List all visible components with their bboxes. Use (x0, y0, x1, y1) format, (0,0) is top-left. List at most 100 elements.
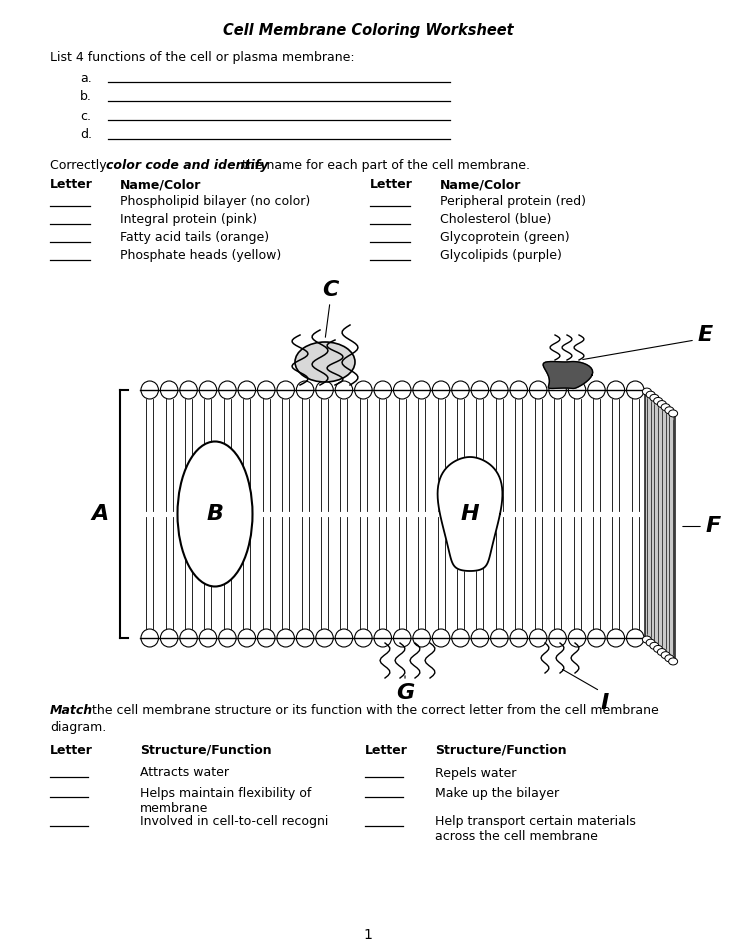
Text: c.: c. (80, 109, 91, 123)
Text: Name/Color: Name/Color (440, 179, 521, 191)
Ellipse shape (510, 629, 528, 647)
Ellipse shape (654, 397, 662, 405)
Ellipse shape (394, 381, 411, 399)
Text: Peripheral protein (red): Peripheral protein (red) (440, 195, 586, 208)
Text: 1: 1 (364, 928, 372, 942)
Ellipse shape (277, 629, 294, 647)
Text: Attracts water: Attracts water (140, 766, 229, 780)
Text: Repels water: Repels water (435, 766, 517, 780)
Text: Letter: Letter (50, 179, 93, 191)
Ellipse shape (491, 629, 508, 647)
Text: E: E (698, 325, 712, 345)
Ellipse shape (607, 629, 625, 647)
Ellipse shape (529, 381, 547, 399)
Ellipse shape (588, 629, 605, 647)
Text: Helps maintain flexibility of: Helps maintain flexibility of (140, 786, 311, 800)
Text: Cholesterol (blue): Cholesterol (blue) (440, 213, 551, 227)
Ellipse shape (588, 381, 605, 399)
Ellipse shape (650, 643, 659, 649)
Ellipse shape (160, 381, 178, 399)
Ellipse shape (374, 381, 392, 399)
Text: G: G (396, 683, 414, 703)
Ellipse shape (626, 629, 644, 647)
Ellipse shape (471, 629, 489, 647)
Text: Letter: Letter (50, 744, 93, 757)
Text: Structure/Function: Structure/Function (435, 744, 567, 757)
Text: Phosphate heads (yellow): Phosphate heads (yellow) (120, 249, 281, 263)
Text: A: A (91, 504, 109, 524)
Text: the cell membrane structure or its function with the correct letter from the cel: the cell membrane structure or its funct… (88, 704, 659, 717)
Ellipse shape (568, 381, 586, 399)
Ellipse shape (432, 381, 450, 399)
Ellipse shape (568, 629, 586, 647)
Ellipse shape (529, 629, 547, 647)
Text: d.: d. (80, 129, 92, 142)
Ellipse shape (277, 381, 294, 399)
Ellipse shape (141, 629, 158, 647)
Ellipse shape (643, 388, 651, 395)
Polygon shape (543, 362, 592, 388)
Ellipse shape (452, 381, 470, 399)
Ellipse shape (238, 381, 255, 399)
Ellipse shape (199, 381, 216, 399)
Ellipse shape (177, 442, 252, 586)
Text: Cell Membrane Coloring Worksheet: Cell Membrane Coloring Worksheet (223, 23, 513, 37)
Ellipse shape (668, 658, 678, 664)
Ellipse shape (413, 629, 431, 647)
Ellipse shape (607, 381, 625, 399)
Text: membrane: membrane (140, 802, 208, 815)
Ellipse shape (394, 629, 411, 647)
Ellipse shape (654, 645, 662, 652)
Ellipse shape (643, 636, 651, 643)
Ellipse shape (650, 394, 659, 402)
Ellipse shape (335, 381, 353, 399)
Text: the name for each part of the cell membrane.: the name for each part of the cell membr… (238, 158, 530, 171)
Polygon shape (438, 457, 503, 571)
Ellipse shape (355, 381, 372, 399)
Ellipse shape (258, 629, 275, 647)
Ellipse shape (657, 401, 666, 407)
Ellipse shape (646, 639, 655, 646)
Text: color code and identify: color code and identify (106, 158, 269, 171)
Ellipse shape (297, 629, 314, 647)
Ellipse shape (160, 629, 178, 647)
Ellipse shape (219, 629, 236, 647)
Ellipse shape (180, 381, 197, 399)
Ellipse shape (646, 391, 655, 398)
Ellipse shape (665, 407, 674, 414)
Text: Make up the bilayer: Make up the bilayer (435, 786, 559, 800)
Ellipse shape (665, 655, 674, 662)
Ellipse shape (452, 629, 470, 647)
Ellipse shape (141, 381, 158, 399)
Ellipse shape (657, 648, 666, 656)
Text: Integral protein (pink): Integral protein (pink) (120, 213, 257, 227)
Ellipse shape (238, 629, 255, 647)
Text: Glycoprotein (green): Glycoprotein (green) (440, 231, 570, 245)
Ellipse shape (668, 410, 678, 417)
Text: H: H (461, 504, 479, 524)
Ellipse shape (316, 629, 333, 647)
Ellipse shape (413, 381, 431, 399)
Ellipse shape (549, 381, 566, 399)
Text: a.: a. (80, 71, 92, 85)
Ellipse shape (661, 404, 670, 410)
Ellipse shape (626, 381, 644, 399)
Ellipse shape (510, 381, 528, 399)
Ellipse shape (374, 629, 392, 647)
Text: Correctly: Correctly (50, 158, 110, 171)
Ellipse shape (335, 629, 353, 647)
Text: B: B (207, 504, 224, 524)
Ellipse shape (432, 629, 450, 647)
Text: b.: b. (80, 90, 92, 104)
Text: Letter: Letter (370, 179, 413, 191)
Ellipse shape (549, 629, 566, 647)
Text: C: C (322, 280, 338, 300)
Ellipse shape (219, 381, 236, 399)
Text: Name/Color: Name/Color (120, 179, 202, 191)
Text: across the cell membrane: across the cell membrane (435, 830, 598, 843)
Text: Help transport certain materials: Help transport certain materials (435, 816, 636, 828)
Text: Glycolipids (purple): Glycolipids (purple) (440, 249, 562, 263)
Text: diagram.: diagram. (50, 722, 106, 735)
Text: Fatty acid tails (orange): Fatty acid tails (orange) (120, 231, 269, 245)
Text: List 4 functions of the cell or plasma membrane:: List 4 functions of the cell or plasma m… (50, 51, 355, 65)
